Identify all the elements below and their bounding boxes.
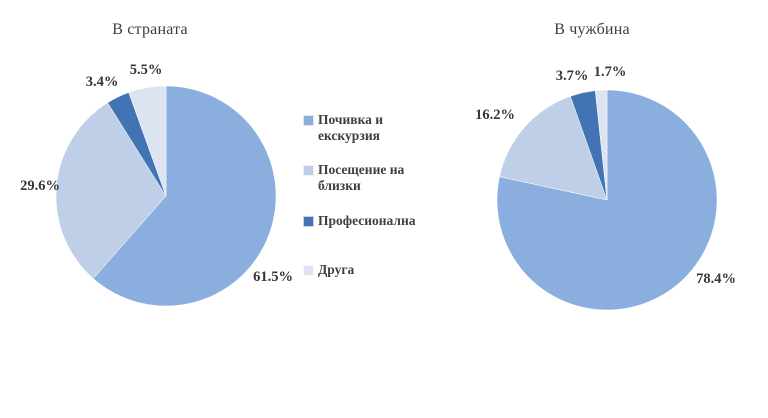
slice-label-domestic-professional: 3.4% [85, 74, 119, 90]
legend-item-other: Друга [303, 262, 418, 278]
legend-label-vacation: Почивка и екскурзия [318, 112, 384, 144]
slice-label-domestic-other: 5.5% [129, 62, 163, 78]
pie-chart-abroad [496, 89, 718, 311]
pie-slice [92, 85, 277, 307]
legend-swatch-other-icon [303, 265, 314, 276]
legend-item-professional: Професионална [303, 213, 418, 229]
legend-swatch-relatives-icon [303, 165, 314, 176]
legend-item-relatives: Посещение на близки [303, 162, 418, 195]
legend-item-vacation: Почивка и екскурзия [303, 112, 418, 145]
pie-chart-domestic [55, 85, 277, 307]
legend-label-other: Друга [318, 262, 355, 277]
pie-slice [55, 102, 167, 279]
slice-label-abroad-relatives: 16.2% [475, 107, 515, 123]
slice-label-domestic-vacation: 61.5% [253, 269, 293, 285]
right-pie-title: В чужбина [554, 21, 630, 38]
pie-slice [128, 85, 167, 197]
slice-label-abroad-vacation: 78.4% [696, 271, 736, 287]
legend-swatch-vacation-icon [303, 115, 314, 126]
slice-label-abroad-professional: 3.7% [555, 68, 589, 84]
legend-swatch-professional-icon [303, 216, 314, 227]
legend-label-professional: Професионална [318, 213, 416, 228]
left-pie-title: В страната [112, 21, 188, 38]
pie-slice [594, 89, 608, 201]
legend-label-relatives: Посещение на близки [318, 162, 405, 194]
pie-slice [499, 95, 608, 201]
slice-label-domestic-relatives: 29.6% [20, 178, 60, 194]
slice-label-abroad-other: 1.7% [593, 64, 627, 80]
